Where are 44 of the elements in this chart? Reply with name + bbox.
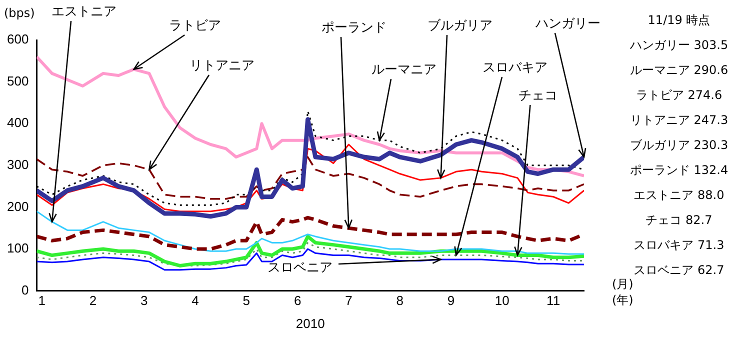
y-tick-label: 500 (6, 73, 29, 88)
x-tick-label: 3 (140, 293, 148, 308)
text: ブルガリア (428, 18, 492, 34)
text: チェコ (518, 88, 558, 104)
text: スロバキア (482, 60, 548, 76)
text: 11/19 時点 (646, 12, 712, 29)
text: リトアニア (190, 58, 254, 74)
text: リトアニア 247.3 (628, 112, 730, 129)
text: ラトビア (169, 18, 221, 34)
text: ブルガリア 230.3 (628, 137, 730, 154)
text: ポーランド 132.4 (628, 162, 730, 179)
y-tick-label: 300 (6, 156, 29, 172)
x-tick-label: 6 (294, 293, 302, 308)
y-tick-label: 0 (21, 282, 29, 298)
x-tick-label: 11 (546, 293, 560, 308)
x-tick-label: 7 (345, 293, 352, 308)
text: ポーランド (322, 20, 386, 36)
text: (年) (612, 292, 634, 308)
x-tick-label: 1 (38, 293, 46, 308)
text: ルーマニア 290.6 (628, 62, 730, 79)
y-axis-title: (bps) (4, 6, 35, 20)
y-tick-label: 200 (6, 198, 29, 214)
x-tick-label: 5 (242, 293, 250, 308)
text: ハンガリー 303.5 (628, 37, 730, 54)
x-tick-label: 9 (447, 293, 455, 308)
series-label: スロベニア (268, 260, 332, 276)
y-tick-label: 400 (6, 115, 29, 130)
y-tick-label: 600 (6, 32, 29, 47)
x-tick-label: 10 (494, 293, 510, 308)
text: エストニア 88.0 (632, 187, 726, 204)
text: エストニア (52, 4, 116, 20)
text: ラトビア 274.6 (634, 87, 724, 104)
x-tick-label: 4 (192, 293, 199, 308)
y-tick-label: 100 (6, 240, 29, 256)
text: (月) (612, 276, 634, 292)
text: ハンガリー (534, 16, 600, 32)
text: ルーマニア (372, 62, 436, 78)
x-tick-label: 2 (89, 293, 97, 308)
text: スロバキア 71.3 (632, 237, 726, 254)
x-axis-title: 2010 (296, 316, 325, 331)
line-series (36, 156, 584, 200)
x-tick-label: 8 (396, 293, 404, 308)
text: チェコ 82.7 (644, 212, 714, 229)
text: スロベニア 62.7 (634, 263, 724, 277)
